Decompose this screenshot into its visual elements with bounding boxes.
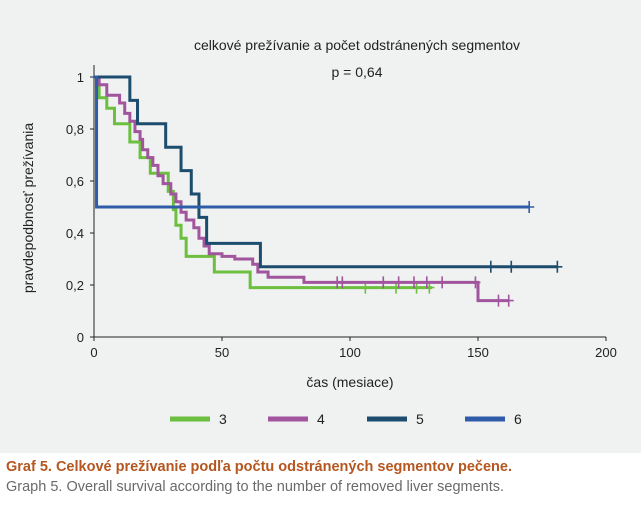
x-tick-label: 0 [90,345,97,360]
y-tick-label: 1 [77,70,84,85]
legend-label-4: 4 [317,411,325,427]
censor-mark-series-5 [552,260,563,273]
legend-label-6: 6 [514,411,522,427]
censor-mark-series-4 [409,276,419,289]
caption-slovak: Graf 5. Celkové prežívanie podľa počtu o… [6,459,512,475]
chart-subtitle: p = 0,64 [332,64,383,80]
x-axis-title: čas (mesiace) [306,374,393,390]
censor-mark-series-5 [485,260,496,273]
legend: 3 4 5 6 [170,411,522,427]
censor-mark-series-4 [493,294,504,307]
x-tick-label: 100 [339,345,361,360]
series-group [94,75,563,307]
censor-mark-series-4 [503,294,514,307]
censor-mark-series-5 [506,260,517,273]
x-tick-label: 50 [215,345,229,360]
y-tick-label: 0,8 [66,122,84,137]
censor-mark-series-4 [437,276,448,289]
chart-title: celkové prežívanie a počet odstránených … [194,37,520,53]
caption-english: Graph 5. Overall survival according to t… [6,479,505,495]
survival-chart: celkové prežívanie a počet odstránených … [20,37,617,427]
survival-curve-series-4 [94,75,509,303]
x-tick-label: 200 [595,345,617,360]
legend-label-3: 3 [219,411,227,427]
censor-mark-series-4 [421,276,432,289]
legend-label-5: 5 [416,411,424,427]
censor-mark-series-4 [378,276,389,289]
y-tick-label: 0,6 [66,174,84,189]
axes: 0 50 100 150 200 0 0,2 0,4 0,6 0,8 1 [66,65,617,360]
x-tick-label: 150 [467,345,489,360]
survival-curve-series-6 [94,75,530,209]
y-tick-label: 0 [77,330,84,345]
censor-mark-series-4 [393,276,404,289]
y-tick-label: 0,4 [66,226,84,241]
y-axis-title: pravdepodbnosť prežívania [20,123,36,293]
censor-mark-series-4 [470,276,481,289]
survival-curve-series-3 [94,75,432,290]
survival-curve-series-5 [94,75,558,269]
caption: Graf 5. Celkové prežívanie podľa počtu o… [6,457,636,497]
censor-mark-series-6 [524,201,535,213]
y-tick-label: 0,2 [66,278,84,293]
censor-mark-series-4 [337,276,348,289]
